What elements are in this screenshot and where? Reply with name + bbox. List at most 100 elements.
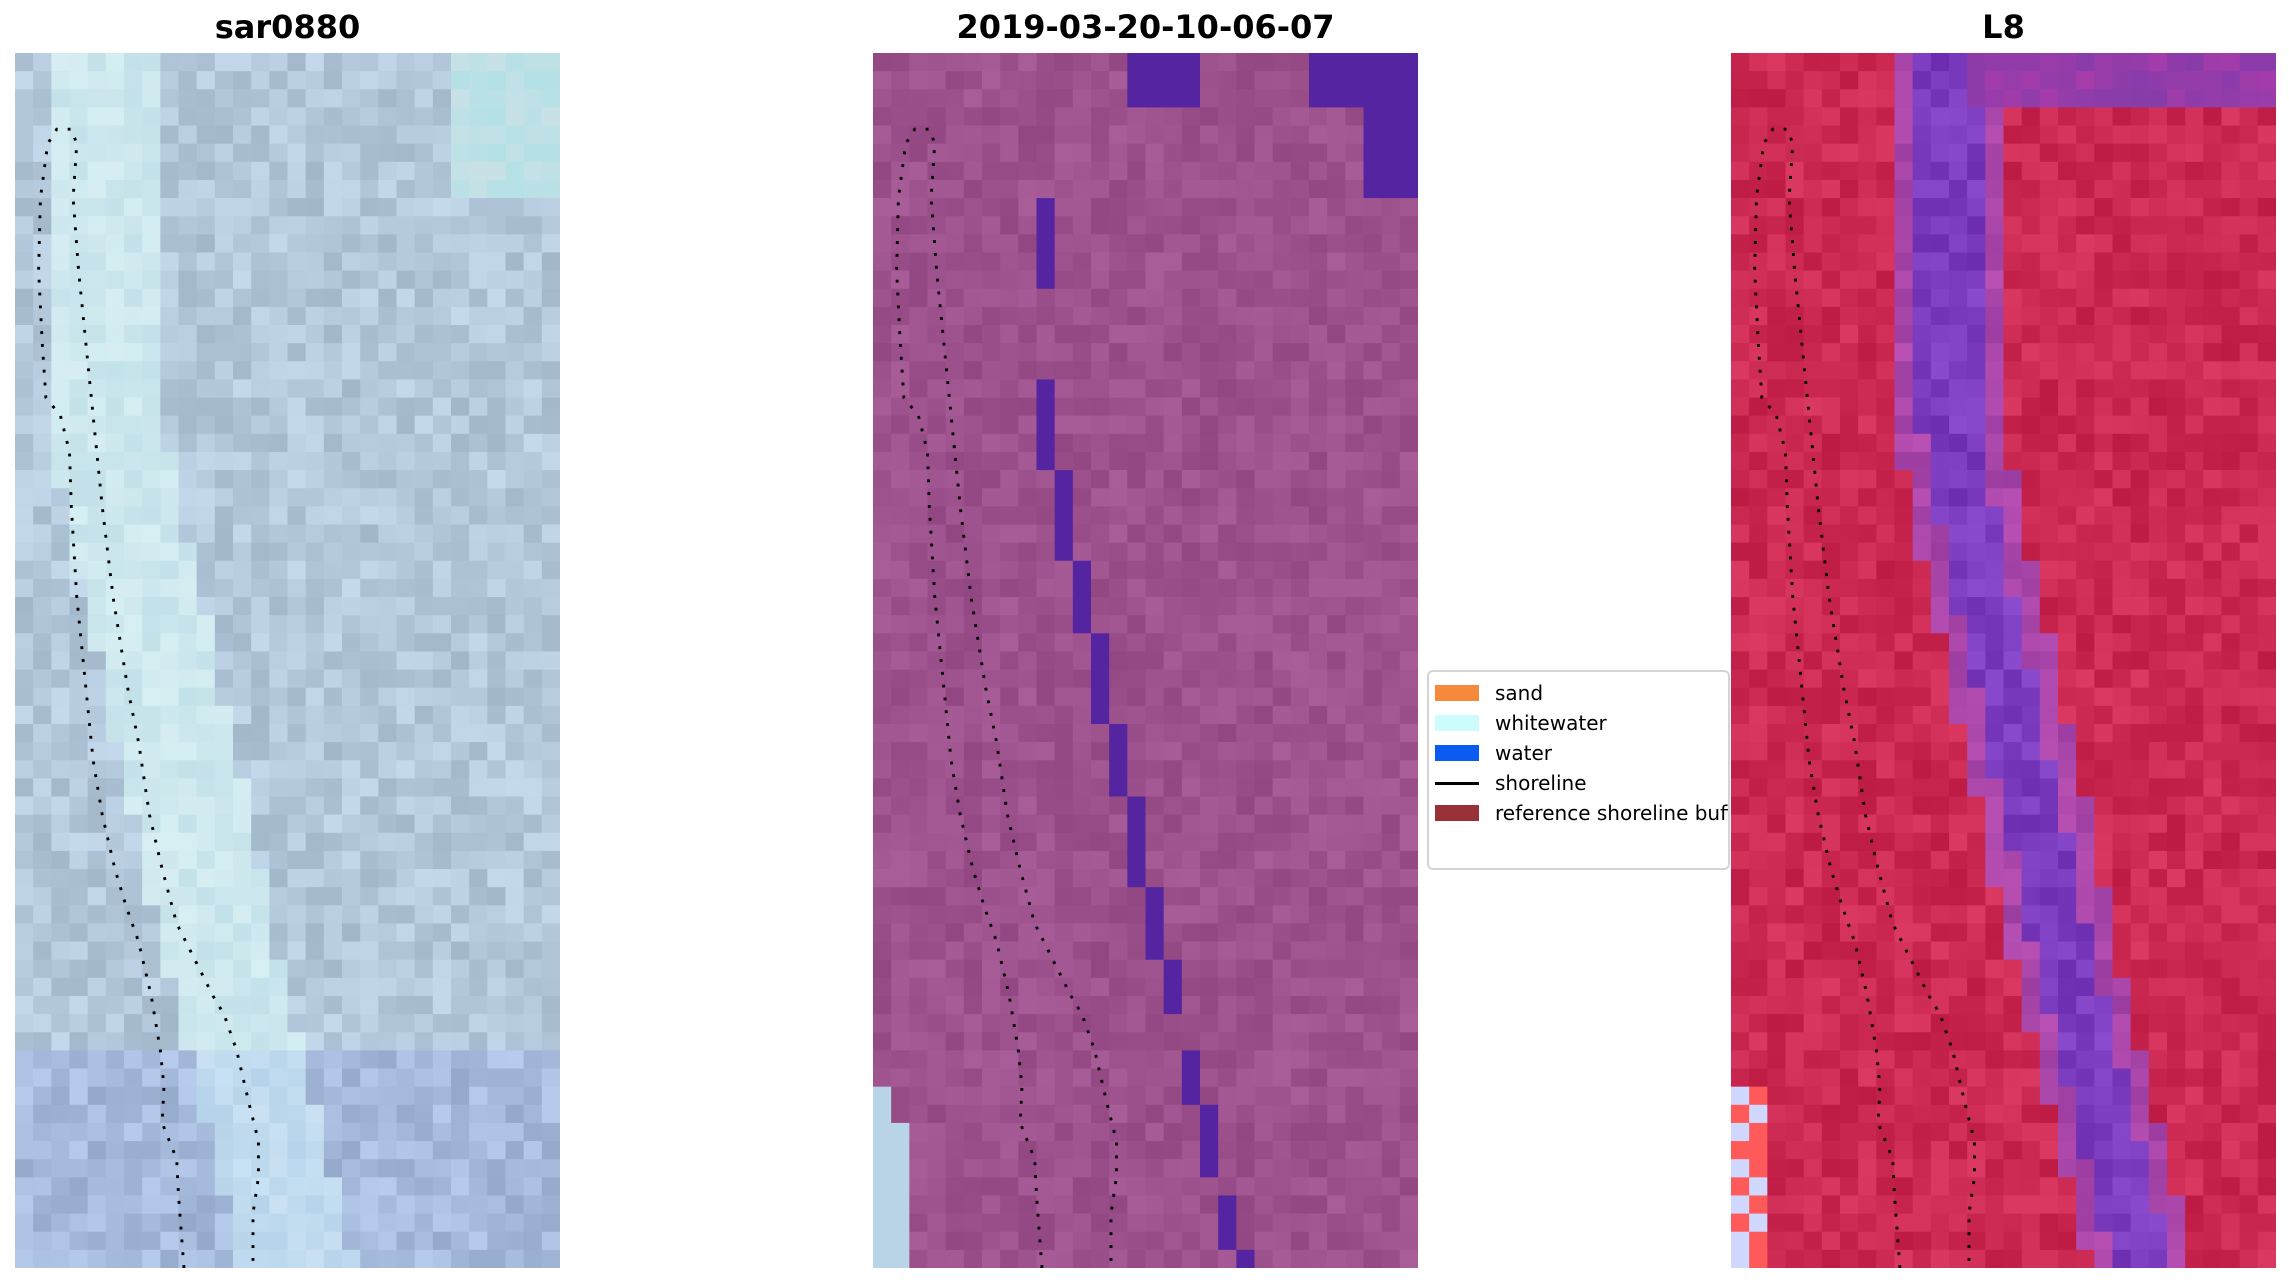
image-pixel — [1912, 560, 1932, 580]
image-pixel — [1109, 343, 1128, 362]
image-pixel — [269, 850, 288, 870]
image-pixel — [124, 506, 143, 525]
image-pixel — [1236, 89, 1255, 108]
image-pixel — [1127, 343, 1146, 362]
image-pixel — [1345, 343, 1364, 362]
image-pixel — [323, 379, 343, 398]
image-pixel — [1731, 578, 1750, 598]
image-pixel — [1145, 651, 1165, 670]
image-pixel — [432, 597, 452, 616]
image-pixel — [69, 1122, 89, 1142]
image-pixel — [873, 1068, 892, 1088]
image-pixel — [1200, 959, 1219, 979]
image-pixel — [414, 542, 434, 562]
image-pixel — [87, 53, 107, 72]
image-pixel — [1054, 89, 1074, 108]
image-pixel — [1985, 343, 2004, 362]
image-pixel — [69, 143, 89, 163]
image-pixel — [945, 1086, 965, 1106]
image-pixel — [2130, 143, 2150, 163]
image-pixel — [945, 125, 965, 145]
image-pixel — [305, 723, 325, 743]
image-pixel — [1912, 179, 1932, 199]
image-pixel — [323, 959, 343, 979]
image-pixel — [1036, 1159, 1056, 1178]
image-pixel — [469, 1014, 488, 1033]
image-pixel — [1345, 415, 1364, 435]
image-pixel — [1109, 995, 1128, 1015]
image-pixel — [233, 397, 252, 417]
image-pixel — [196, 1068, 216, 1088]
image-pixel — [233, 1159, 252, 1178]
image-pixel — [1803, 325, 1823, 344]
image-pixel — [1145, 1231, 1165, 1251]
image-pixel — [142, 306, 161, 326]
image-pixel — [432, 488, 452, 507]
image-pixel — [233, 560, 252, 580]
image-pixel — [1254, 814, 1274, 834]
image-pixel — [105, 778, 125, 797]
image-pixel — [1912, 234, 1932, 253]
image-pixel — [178, 125, 198, 145]
image-pixel — [1912, 252, 1932, 271]
image-pixel — [269, 687, 288, 707]
image-pixel — [1345, 143, 1364, 163]
image-pixel — [196, 887, 216, 906]
image-pixel — [1236, 488, 1255, 507]
image-pixel — [105, 905, 125, 924]
image-pixel — [214, 597, 234, 616]
image-pixel — [487, 397, 506, 417]
image-pixel — [1930, 198, 1950, 217]
image-pixel — [2167, 252, 2186, 271]
image-pixel — [233, 578, 252, 598]
image-pixel — [1018, 760, 1037, 779]
classified-image-panel — [873, 53, 1418, 1268]
image-pixel — [1399, 216, 1418, 235]
image-pixel — [891, 1050, 910, 1069]
image-pixel — [1894, 451, 1914, 471]
image-pixel — [1163, 143, 1183, 163]
image-pixel — [523, 433, 543, 453]
image-pixel — [982, 1159, 1001, 1178]
image-pixel — [15, 143, 34, 163]
image-pixel — [963, 270, 983, 290]
image-pixel — [1399, 1249, 1418, 1268]
image-pixel — [178, 959, 198, 979]
image-pixel — [287, 1159, 307, 1178]
image-pixel — [873, 198, 892, 217]
image-pixel — [1218, 451, 1237, 471]
image-pixel — [2221, 252, 2241, 271]
image-pixel — [523, 1122, 543, 1142]
image-pixel — [15, 796, 34, 816]
image-pixel — [196, 995, 216, 1015]
image-pixel — [105, 995, 125, 1015]
image-pixel — [2021, 470, 2041, 489]
image-pixel — [105, 887, 125, 906]
image-pixel — [945, 506, 965, 525]
image-pixel — [2112, 179, 2132, 199]
image-pixel — [142, 1032, 161, 1051]
image-pixel — [1803, 343, 1823, 362]
image-pixel — [142, 433, 161, 453]
image-pixel — [1381, 760, 1401, 779]
image-pixel — [1109, 125, 1128, 145]
image-pixel — [414, 433, 434, 453]
image-pixel — [105, 415, 125, 435]
image-pixel — [1054, 832, 1074, 852]
image-pixel — [891, 1068, 910, 1088]
image-pixel — [2239, 506, 2259, 525]
image-pixel — [69, 1014, 89, 1033]
image-pixel — [1000, 705, 1019, 725]
image-pixel — [2076, 143, 2095, 163]
image-pixel — [945, 1032, 965, 1051]
image-pixel — [2003, 107, 2023, 126]
image-pixel — [196, 252, 216, 271]
image-pixel — [1109, 524, 1128, 543]
image-pixel — [1985, 125, 2004, 145]
image-pixel — [1967, 397, 1986, 417]
image-pixel — [1858, 270, 1877, 290]
panel-title-classified: 2019-03-20-10-06-07 — [956, 8, 1335, 46]
image-pixel — [1200, 1159, 1219, 1178]
image-pixel — [1876, 53, 1895, 72]
image-pixel — [1218, 524, 1237, 543]
